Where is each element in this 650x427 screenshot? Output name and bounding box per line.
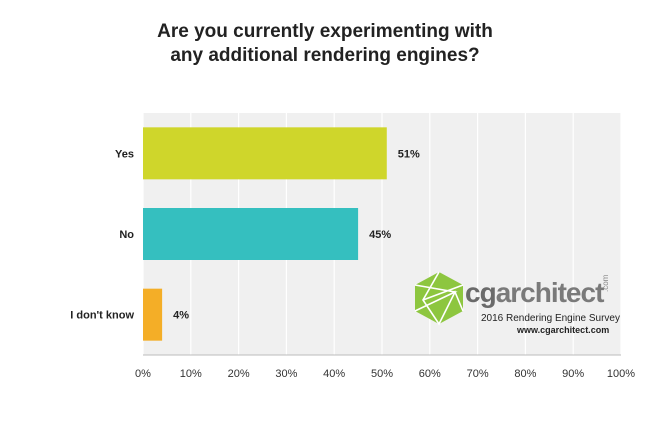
x-tick-label: 30%: [275, 368, 297, 380]
x-tick-label: 20%: [228, 368, 250, 380]
x-tick-label: 80%: [514, 368, 536, 380]
x-tick-label: 70%: [467, 368, 489, 380]
value-label: 45%: [369, 229, 391, 241]
chart-title-line-2: any additional rendering engines?: [170, 45, 480, 66]
x-tick-label: 90%: [562, 368, 584, 380]
x-tick-label: 100%: [607, 368, 635, 380]
category-label: Yes: [115, 148, 134, 160]
bar: [143, 288, 163, 341]
bar: [143, 208, 359, 260]
category-label: No: [119, 229, 134, 241]
chart-title: Are you currently experimenting with any…: [0, 20, 650, 68]
chart-title-line-1: Are you currently experimenting with: [157, 21, 493, 42]
bar: [143, 127, 387, 180]
x-tick-label: 60%: [419, 368, 441, 380]
logo-dotcom: .com: [601, 274, 610, 292]
x-tick-label: 10%: [180, 368, 202, 380]
survey-url: www.cgarchitect.com: [517, 325, 610, 335]
value-label: 51%: [398, 148, 420, 160]
cgarchitect-logo: cgarchitect .com 2016 Rendering Engine S…: [413, 270, 623, 335]
x-tick-label: 0%: [135, 368, 151, 380]
x-tick-label: 40%: [323, 368, 345, 380]
x-tick-label: 50%: [371, 368, 393, 380]
value-label: 4%: [173, 310, 189, 322]
survey-subtitle: 2016 Rendering Engine Survey: [481, 313, 620, 324]
cgarchitect-emblem-icon: [414, 271, 464, 326]
logo-wordmark: cgarchitect: [465, 277, 604, 308]
category-label: I don't know: [70, 310, 134, 322]
